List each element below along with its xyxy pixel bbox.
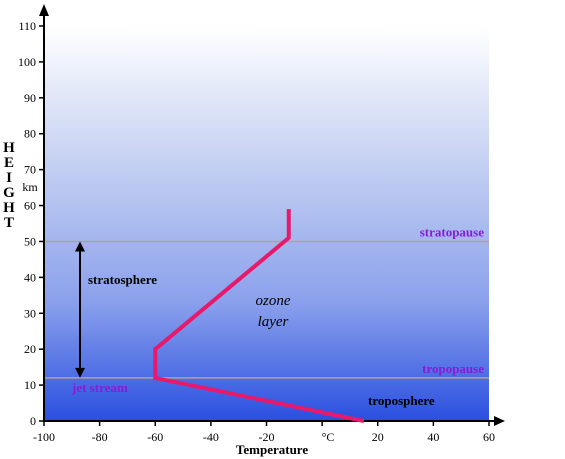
x-tick-label: -40 xyxy=(203,430,219,444)
y-axis-label-letter: T xyxy=(4,215,14,231)
stratosphere-label: stratosphere xyxy=(88,272,157,287)
y-tick-label: 110 xyxy=(18,19,36,33)
x-tick-label: -20 xyxy=(259,430,275,444)
jet-stream-label: jet stream xyxy=(71,380,128,395)
x-unit-label: °C xyxy=(322,430,335,444)
x-axis-label: Temperature xyxy=(236,442,308,457)
x-tick-label: -80 xyxy=(92,430,108,444)
x-tick-label: -100 xyxy=(33,430,55,444)
stratopause-label: stratopause xyxy=(420,224,485,239)
y-tick-label: 60 xyxy=(24,199,36,213)
sky-background xyxy=(44,26,489,421)
y-tick-label: 50 xyxy=(24,234,36,248)
y-tick-label: 90 xyxy=(24,91,36,105)
y-axis-label-letter: E xyxy=(4,155,14,171)
stratosphere-arrow-head-down xyxy=(75,367,85,378)
y-tick-label: 40 xyxy=(24,270,36,284)
y-tick-label: 30 xyxy=(24,306,36,320)
y-tick-label: 10 xyxy=(24,378,36,392)
y-tick-label: 70 xyxy=(24,163,36,177)
x-tick-label: 40 xyxy=(427,430,439,444)
ozone-label-line1: ozone xyxy=(256,293,291,309)
y-unit-label: km xyxy=(22,180,38,194)
y-tick-label: 20 xyxy=(24,342,36,356)
x-tick-label: -60 xyxy=(147,430,163,444)
x-tick-label: 20 xyxy=(372,430,384,444)
y-tick-label: 0 xyxy=(30,414,36,428)
x-axis-arrowhead xyxy=(494,416,505,426)
y-tick-label: 80 xyxy=(24,127,36,141)
y-axis-label-letter: H xyxy=(3,140,15,156)
x-tick-label: 60 xyxy=(483,430,495,444)
stratosphere-arrow-head-up xyxy=(75,241,85,252)
temperature-profile-line xyxy=(153,209,365,423)
y-axis-label-letter: I xyxy=(6,170,12,186)
ozone-label-line2: layer xyxy=(258,314,289,330)
y-tick-label: 100 xyxy=(18,55,36,69)
y-axis-label-letter: H xyxy=(3,200,15,216)
y-axis-arrowhead xyxy=(39,4,49,16)
troposphere-label: troposphere xyxy=(368,393,435,408)
y-axis-label-letter: G xyxy=(3,185,15,201)
tropopause-label: tropopause xyxy=(422,361,484,376)
